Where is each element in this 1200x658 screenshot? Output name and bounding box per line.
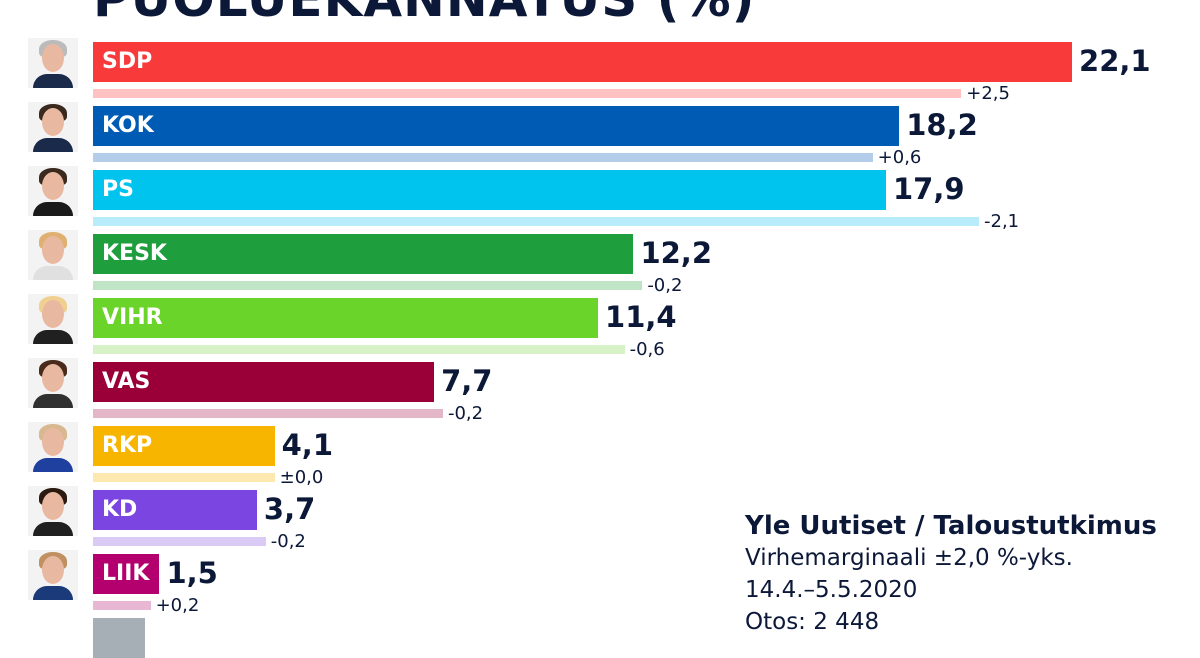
value-label: 18,2 [906,108,978,142]
bar-rkp: RKP [93,426,275,466]
bar-sdp: SDP [93,42,1073,82]
party-leader-photo-sdp [28,38,78,88]
change-label: +0,2 [155,595,200,616]
bar-kesk: KESK [93,234,634,274]
suit [33,330,73,344]
party-leader-photo-kesk [28,230,78,280]
face [42,492,64,520]
party-leader-photo-vas [28,358,78,408]
value-label: 11,4 [605,300,677,334]
previous-value-bar [93,345,625,354]
bar-unlabeled-partial [93,618,145,658]
bar-liik: LIIK [93,554,160,594]
bar-vas: VAS [93,362,435,402]
bar-label: SDP [102,49,153,74]
value-label: 4,1 [281,428,333,462]
party-leader-photo-kd [28,486,78,536]
suit [33,202,73,216]
previous-value-bar [93,217,979,226]
suit [33,266,73,280]
bar-kd: KD [93,490,257,530]
suit [33,74,73,88]
change-label: ±0,0 [279,467,324,488]
error-margin: Virhemarginaali ±2,0 %-yks. [745,545,1073,571]
face [42,428,64,456]
face [42,364,64,392]
change-label: +0,6 [877,147,922,168]
previous-value-bar [93,409,443,418]
bar-label: LIIK [102,561,150,586]
suit [33,394,73,408]
face [42,172,64,200]
change-label: -0,6 [629,339,665,360]
bar-label: KD [102,497,138,522]
change-label: -2,1 [984,211,1020,232]
face [42,44,64,72]
face [42,556,64,584]
bar-label: PS [102,177,134,202]
change-label: -0,2 [270,531,306,552]
previous-value-bar [93,601,151,610]
party-leader-photo-rkp [28,422,78,472]
source-name: Yle Uutiset / Taloustutkimus [745,511,1157,541]
previous-value-bar [93,89,962,98]
previous-value-bar [93,153,873,162]
value-label: 1,5 [166,556,218,590]
change-label: -0,2 [647,275,683,296]
value-label: 7,7 [441,364,493,398]
bar-label: VIHR [102,305,163,330]
value-label: 3,7 [263,492,316,526]
party-leader-photo-kok [28,102,78,152]
party-leader-photo-ps [28,166,78,216]
face [42,108,64,136]
source-box: Yle Uutiset / Taloustutkimus Virhemargin… [745,510,1157,638]
bar-kok: KOK [93,106,900,146]
bar-vihr: VIHR [93,298,599,338]
value-label: 17,9 [892,172,965,206]
party-leader-photo-liik [28,550,78,600]
change-label: +2,5 [966,83,1010,104]
value-label: 12,2 [640,236,713,270]
survey-dates: 14.4.–5.5.2020 [745,577,918,603]
bar-label: KOK [102,113,154,138]
face [42,300,64,328]
bar-label: VAS [102,369,151,394]
suit [33,586,73,600]
suit [33,458,73,472]
suit [33,522,73,536]
previous-value-bar [93,281,643,290]
bar-label: KESK [102,241,167,266]
party-leader-photo-vihr [28,294,78,344]
face [42,236,64,264]
previous-value-bar [93,537,266,546]
sample-size: Otos: 2 448 [745,609,880,635]
change-label: -0,2 [447,403,484,424]
previous-value-bar [93,473,275,482]
chart-title: PUOLUEKANNATUS (%) [93,0,755,28]
bar-ps: PS [93,170,886,210]
value-label: 22,1 [1079,44,1151,78]
suit [33,138,73,152]
bar-label: RKP [102,433,153,458]
